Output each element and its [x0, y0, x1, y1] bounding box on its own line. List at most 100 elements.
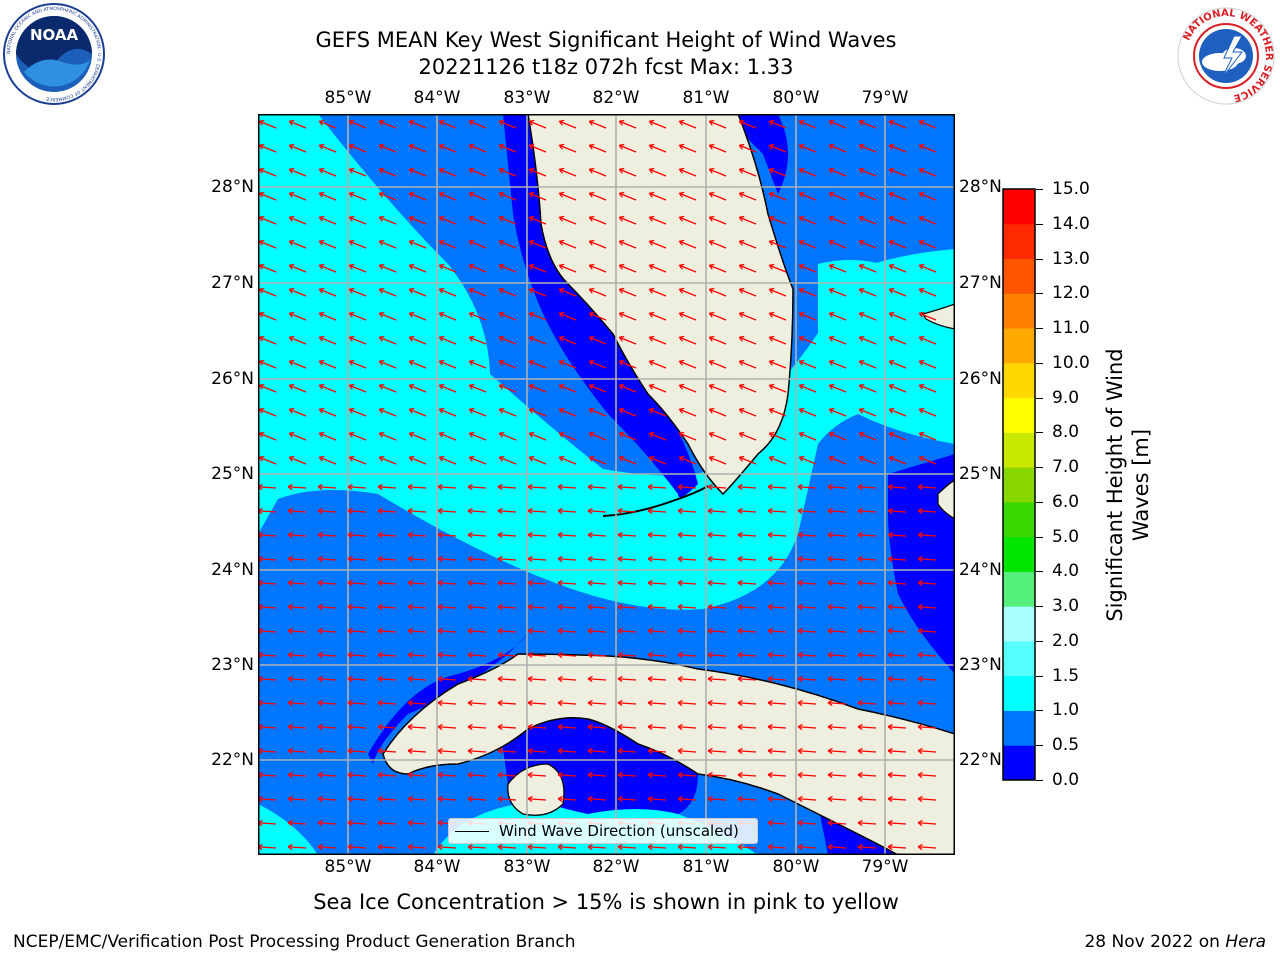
- wave-direction-arrowhead: [558, 191, 565, 198]
- wave-direction-arrowhead: [827, 483, 833, 491]
- wave-direction-arrow: [647, 534, 667, 537]
- wave-direction-arrow: [799, 288, 817, 297]
- wave-direction-arrow: [437, 630, 457, 633]
- wave-direction-arrow: [829, 144, 847, 153]
- wave-direction-arrow: [317, 774, 337, 777]
- wave-direction-arrow: [709, 240, 727, 249]
- colorbar-tick: 2.0: [1052, 630, 1080, 651]
- wave-direction-arrow: [677, 726, 697, 729]
- wave-direction-arrow: [797, 678, 817, 681]
- wave-direction-arrowhead: [467, 531, 473, 539]
- wave-direction-arrowhead: [498, 383, 505, 390]
- wave-direction-arrow: [589, 240, 607, 249]
- wave-direction-arrow: [497, 534, 517, 537]
- wave-direction-arrowhead: [287, 747, 293, 755]
- wave-direction-arrowhead: [497, 675, 503, 683]
- wave-direction-arrowhead: [588, 287, 595, 294]
- wave-direction-arrow: [287, 510, 307, 513]
- wave-direction-arrowhead: [377, 723, 383, 731]
- wave-direction-arrowhead: [378, 119, 385, 126]
- wave-direction-arrow: [617, 510, 637, 513]
- wave-direction-arrowhead: [288, 311, 295, 318]
- wave-direction-arrow: [559, 288, 577, 297]
- wave-direction-arrow: [467, 678, 487, 681]
- wave-direction-arrow: [829, 336, 847, 345]
- wave-direction-arrow: [769, 144, 787, 153]
- wave-direction-arrow: [887, 702, 907, 705]
- wave-direction-arrowhead: [918, 215, 925, 222]
- wave-direction-arrow: [739, 432, 757, 441]
- wave-direction-arrow: [259, 264, 277, 273]
- wave-direction-arrow: [557, 654, 577, 657]
- wave-direction-arrowhead: [677, 747, 683, 755]
- wave-direction-arrow: [889, 192, 907, 201]
- wave-direction-arrow: [677, 630, 697, 633]
- wave-direction-arrow: [529, 456, 547, 465]
- wave-direction-arrowhead: [858, 143, 865, 150]
- wave-direction-arrowhead: [677, 579, 683, 587]
- wave-direction-arrow: [497, 774, 517, 777]
- wave-direction-arrow: [769, 336, 787, 345]
- wave-direction-arrow: [258, 630, 277, 633]
- wave-direction-arrow: [919, 408, 937, 417]
- wave-direction-arrow: [377, 678, 397, 681]
- wave-direction-arrow: [349, 312, 367, 321]
- wave-direction-arrowhead: [438, 215, 445, 222]
- wave-direction-arrow: [437, 606, 457, 609]
- wave-direction-arrow: [559, 240, 577, 249]
- wave-direction-arrow: [258, 774, 277, 777]
- wave-direction-arrowhead: [348, 311, 355, 318]
- lon-tick-top: 82°W: [592, 88, 640, 108]
- legend-line-swatch: [455, 830, 489, 832]
- wave-direction-arrowhead: [318, 191, 325, 198]
- wave-direction-arrow: [259, 432, 277, 441]
- wave-direction-arrow: [857, 510, 877, 513]
- wave-direction-arrow: [559, 408, 577, 417]
- wave-direction-arrow: [919, 120, 937, 129]
- wave-direction-arrowhead: [708, 359, 715, 366]
- wave-direction-arrowhead: [618, 167, 625, 174]
- wave-direction-arrowhead: [827, 531, 833, 539]
- wave-direction-arrowhead: [857, 579, 863, 587]
- wave-direction-arrow: [887, 654, 907, 657]
- wave-direction-arrow: [677, 558, 697, 561]
- wave-direction-arrowhead: [828, 335, 835, 342]
- wave-direction-arrowhead: [797, 843, 803, 851]
- wave-direction-arrowhead: [527, 483, 533, 491]
- wave-direction-arrowhead: [468, 239, 475, 246]
- wave-direction-arrow: [319, 456, 337, 465]
- lon-tick-top: 80°W: [772, 88, 820, 108]
- wave-direction-arrowhead: [288, 191, 295, 198]
- wave-direction-arrowhead: [588, 335, 595, 342]
- wave-direction-arrow: [259, 336, 277, 345]
- wave-direction-arrowhead: [497, 771, 503, 779]
- wave-direction-arrow: [258, 654, 277, 657]
- wave-direction-arrowhead: [317, 723, 323, 731]
- wave-direction-arrow: [499, 192, 517, 201]
- colorbar-tick: 6.0: [1052, 491, 1080, 512]
- wave-direction-arrow: [317, 726, 337, 729]
- wave-direction-arrow: [469, 360, 487, 369]
- wave-direction-arrowhead: [767, 675, 773, 683]
- wave-direction-arrow: [319, 192, 337, 201]
- wave-direction-arrowhead: [738, 167, 745, 174]
- wave-direction-arrowhead: [498, 407, 505, 414]
- wave-direction-arrowhead: [827, 819, 833, 827]
- wave-direction-arrow: [529, 144, 547, 153]
- wave-direction-arrow: [529, 432, 547, 441]
- wave-direction-arrow: [409, 192, 427, 201]
- wave-direction-arrowhead: [737, 507, 743, 515]
- wave-direction-arrow: [557, 798, 577, 801]
- wave-direction-arrow: [709, 336, 727, 345]
- wave-direction-arrowhead: [318, 167, 325, 174]
- wave-direction-arrowhead: [858, 119, 865, 126]
- wave-direction-arrow: [829, 432, 847, 441]
- wave-direction-arrowhead: [408, 407, 415, 414]
- wave-direction-arrowhead: [618, 215, 625, 222]
- wave-direction-arrowhead: [707, 579, 713, 587]
- wave-direction-arrowhead: [588, 383, 595, 390]
- chart-subtitle: 20221126 t18z 072h fcst Max: 1.33: [418, 55, 794, 79]
- wave-direction-arrow: [319, 288, 337, 297]
- wave-direction-arrow: [919, 336, 937, 345]
- wave-direction-arrow: [289, 264, 307, 273]
